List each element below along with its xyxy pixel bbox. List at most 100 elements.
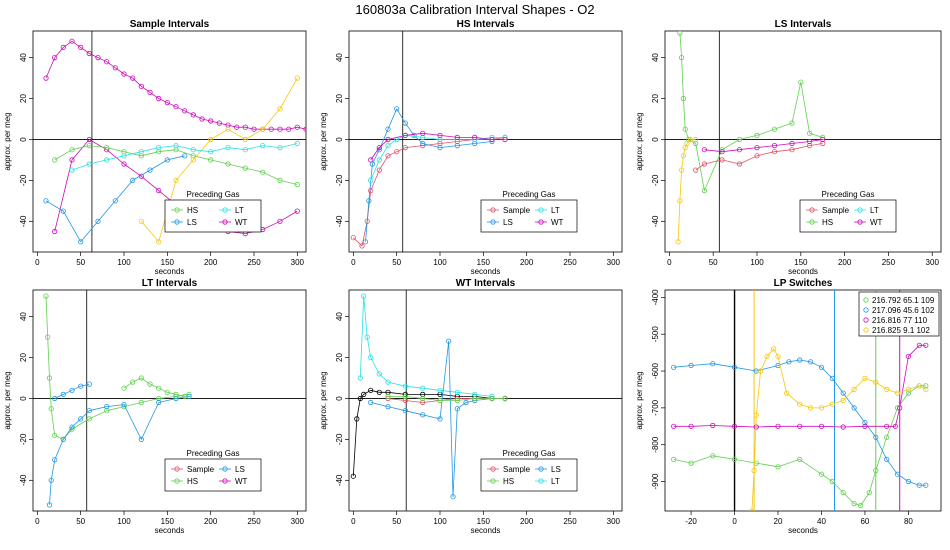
- data-point-wt: [95, 54, 101, 61]
- y-tick-label: -20: [19, 433, 28, 445]
- x-tick-label: 250: [247, 258, 261, 267]
- series-line-lt: [359, 295, 493, 397]
- data-point-ls: [48, 477, 54, 483]
- data-point-216-816-77-110: [775, 423, 781, 429]
- data-point-216-792-65-1-109: [873, 467, 879, 474]
- legend-swatch-marker: [490, 207, 496, 213]
- data-point-hs: [182, 393, 188, 400]
- data-point-216-825-9-1-102: [894, 390, 901, 396]
- plot-frame: [664, 30, 942, 253]
- series-line-wt: [45, 40, 306, 130]
- panel-title: WT Intervals: [456, 278, 516, 289]
- y-tick-label: 0: [335, 396, 344, 401]
- panel-ls-intervals: LS Intervals 0 50 100 150 200 250 300 -40 -20 0 20 4…: [635, 19, 942, 276]
- data-point-wt: [277, 126, 283, 132]
- data-point-amber: [684, 140, 690, 147]
- data-point-wt: [789, 140, 795, 147]
- data-point-hs: [69, 147, 75, 153]
- y-tick-label: 40: [651, 53, 660, 62]
- x-tick-label: 200: [838, 258, 852, 267]
- legend-swatch-marker: [174, 478, 180, 484]
- data-point-lt: [364, 334, 370, 340]
- data-point-hs: [104, 145, 110, 151]
- data-point-wt: [736, 147, 743, 153]
- legend-swatch-marker: [857, 219, 863, 225]
- data-point-lt: [277, 145, 283, 151]
- data-point-ls: [437, 145, 443, 151]
- x-tick-label: 50: [76, 258, 85, 267]
- y-axis-label: approx. per meg: [319, 371, 328, 429]
- legend-swatch-marker: [222, 219, 228, 225]
- data-point-lt: [156, 145, 162, 151]
- data-point-amber: [294, 75, 300, 81]
- series-line-216-825-9-1-102: [751, 348, 926, 511]
- y-tick-label: 0: [651, 137, 660, 142]
- data-point-wt: [121, 71, 127, 77]
- legend-title: Preceding Gas: [187, 190, 240, 199]
- data-point-wt: [807, 138, 813, 145]
- data-point-216-792-65-1-109: [858, 502, 864, 509]
- data-point-ls: [454, 143, 460, 149]
- x-tick-label: 250: [882, 258, 896, 267]
- data-point-216-816-77-110: [923, 342, 929, 348]
- data-point-amber: [208, 136, 214, 143]
- x-tick-label: 100: [117, 517, 131, 526]
- data-point-hs: [46, 375, 53, 381]
- data-point-ls: [147, 167, 153, 173]
- data-point-sample: [385, 153, 391, 159]
- data-point-216-825-9-1-102: [753, 412, 759, 418]
- data-point-hs: [43, 293, 49, 299]
- legend-entry-label: Sample: [503, 465, 531, 474]
- data-point-sample: [368, 188, 374, 194]
- x-tick-label: 50: [392, 517, 401, 526]
- data-point-hs: [701, 188, 708, 194]
- legend-swatch-marker: [490, 219, 496, 225]
- data-point-ls: [69, 387, 75, 393]
- data-point-lt: [260, 143, 266, 149]
- data-point-black: [357, 395, 363, 402]
- data-point-sample: [754, 153, 760, 159]
- data-point-216-816-77-110: [710, 422, 716, 429]
- legend-swatch-marker: [863, 307, 869, 313]
- y-tick-label: 40: [19, 53, 28, 62]
- legend-entry-label: 216.825 9.1 102: [872, 326, 930, 335]
- data-point-hs: [420, 395, 426, 402]
- legend-swatch-marker: [863, 317, 869, 323]
- data-point-amber: [693, 136, 699, 143]
- data-point-wt: [60, 44, 66, 50]
- data-point-wt: [385, 136, 391, 143]
- data-point-ls: [164, 157, 170, 163]
- legend: Preceding Gas Sample LT LS WT: [480, 190, 578, 233]
- series-line-amber: [677, 139, 696, 242]
- plot-frame: [348, 30, 623, 253]
- data-point-ls: [69, 424, 75, 430]
- data-point-ls: [60, 391, 66, 398]
- data-point-sample: [789, 147, 795, 153]
- data-point-wt: [104, 59, 110, 65]
- data-point-216-792-65-1-109: [775, 464, 781, 470]
- legend-title: Preceding Gas: [187, 449, 240, 458]
- data-point-lt: [376, 157, 382, 163]
- data-point-hs: [52, 432, 58, 438]
- data-point-lt: [225, 145, 231, 151]
- y-tick-label: -800: [651, 436, 660, 453]
- legend-box: [164, 458, 262, 492]
- data-point-ls: [394, 106, 400, 112]
- data-point-hs: [164, 389, 170, 395]
- data-point-216-825-9-1-102: [751, 467, 757, 474]
- data-point-hs: [798, 79, 804, 85]
- series-line-black: [352, 389, 505, 477]
- data-point-hs: [156, 385, 162, 391]
- plot-frame: [32, 30, 307, 253]
- data-point-wt: [454, 134, 460, 141]
- x-axis-label: seconds: [155, 267, 185, 276]
- data-point-ls: [138, 436, 144, 442]
- y-tick-label: 0: [335, 137, 344, 142]
- legend-swatch-marker: [490, 466, 496, 472]
- legend: Preceding Gas Sample LS HS WT: [164, 449, 262, 492]
- data-point-216-825-9-1-102: [851, 386, 857, 393]
- x-tick-label: 50: [76, 517, 85, 526]
- x-tick-label: 0: [35, 517, 40, 526]
- series-line-ls: [49, 396, 190, 505]
- data-point-217-096-45-6-102: [688, 362, 694, 369]
